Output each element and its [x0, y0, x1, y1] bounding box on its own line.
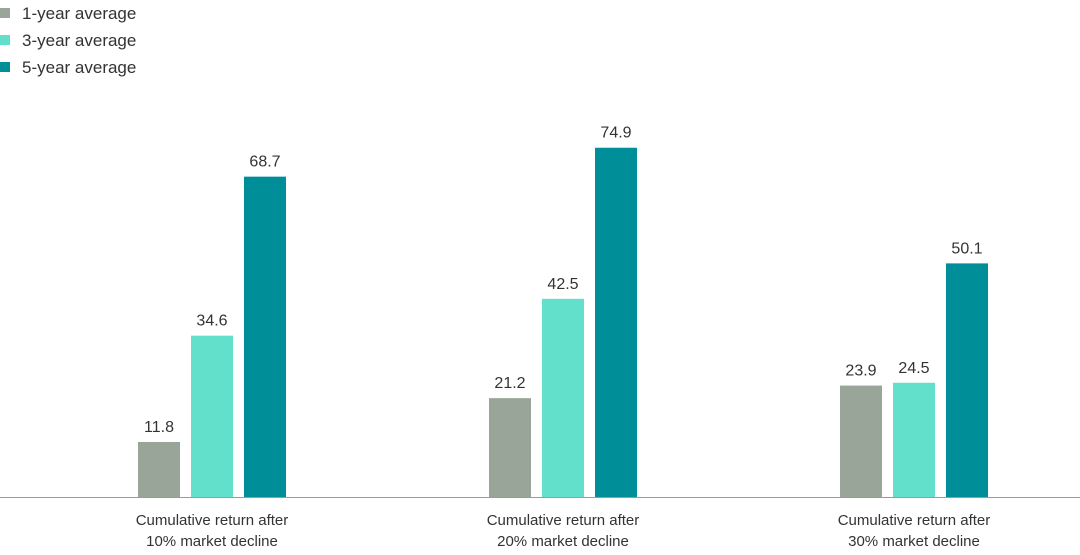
bar	[244, 176, 286, 497]
legend-label: 5-year average	[22, 58, 136, 77]
bar	[595, 147, 637, 497]
data-label: 23.9	[845, 363, 876, 380]
x-tick-label: 10% market decline	[146, 533, 278, 550]
bar	[840, 385, 882, 497]
bar	[191, 335, 233, 497]
bar	[489, 398, 531, 497]
data-label: 24.5	[898, 360, 929, 377]
category-label: Cumulative return after 20% market declin…	[487, 512, 640, 550]
bar	[138, 441, 180, 497]
data-label: 11.8	[144, 419, 174, 436]
legend-swatch	[0, 8, 10, 18]
legend-swatch	[0, 62, 10, 72]
data-label: 34.6	[196, 313, 227, 330]
category-label: Cumulative return after 30% market declin…	[838, 512, 991, 550]
data-label: 21.2	[494, 375, 525, 392]
bar	[946, 263, 988, 497]
legend: 1-year average 3-year average 5-year avera…	[0, 4, 136, 77]
x-tick-label: Cumulative return after	[838, 512, 991, 529]
x-tick-label: Cumulative return after	[487, 512, 640, 529]
bar	[542, 298, 584, 497]
x-tick-label: 30% market decline	[848, 533, 980, 550]
bar	[893, 382, 935, 497]
data-label: 50.1	[951, 240, 982, 257]
x-tick-label: Cumulative return after	[136, 512, 289, 529]
legend-label: 3-year average	[22, 31, 136, 50]
bars: 11.8 34.6 68.7 21.2 42.5 74.9 23.9 24.5 50.1	[138, 125, 988, 497]
data-label: 68.7	[249, 154, 280, 171]
data-label: 42.5	[547, 276, 578, 293]
category-label: Cumulative return after 10% market declin…	[136, 512, 289, 550]
x-tick-label: 20% market decline	[497, 533, 629, 550]
legend-label: 1-year average	[22, 4, 136, 23]
legend-swatch	[0, 35, 10, 45]
data-label: 74.9	[600, 125, 631, 142]
